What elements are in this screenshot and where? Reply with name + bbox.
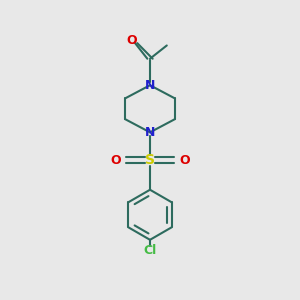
Text: N: N	[145, 79, 155, 92]
Text: N: N	[145, 126, 155, 139]
Text: Cl: Cl	[143, 244, 157, 257]
Text: O: O	[179, 154, 190, 167]
Text: S: S	[145, 153, 155, 167]
Text: O: O	[110, 154, 121, 167]
Text: O: O	[126, 34, 137, 47]
